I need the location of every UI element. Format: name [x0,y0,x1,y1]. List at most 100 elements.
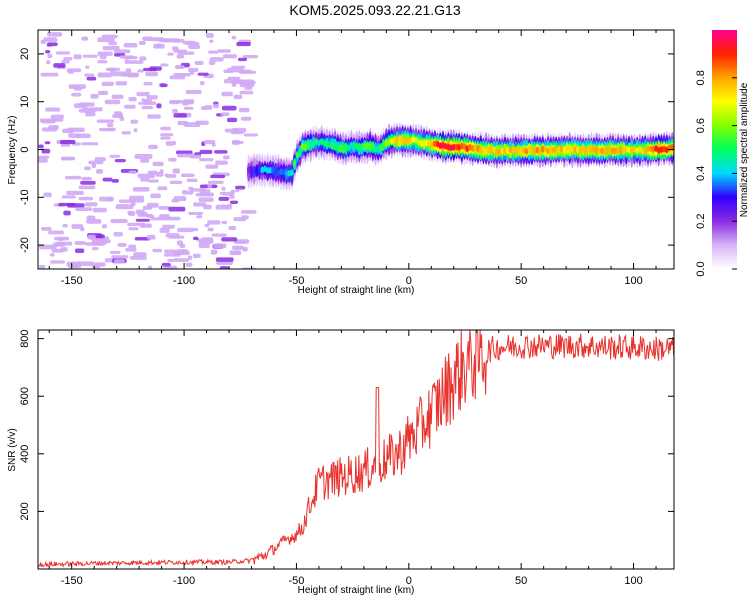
spectrogram-noise-cell [188,186,194,190]
spectrogram-ridge-cell [624,145,629,153]
spectrogram-noise-cell [189,154,202,159]
spectrogram-ridge-cell [403,138,408,145]
spectrogram-noise-cell [78,185,96,190]
spectrogram-ridge-cell [651,145,656,153]
snr-x-axis: -150 -100 -50 0 50 100 [48,330,657,587]
spectrogram-noise-cell [239,82,255,88]
spectrogram-noise-cell [140,177,150,182]
colorbar-tick-label: 0.0 [695,261,707,276]
spectrogram-ridge-cell [570,146,575,153]
spectrogram-ridge-cell [532,148,537,155]
spectrogram-noise-cell [88,160,104,165]
spectrogram-noise-cell [38,144,44,149]
spectrogram-noise-cell [186,178,198,183]
spectrogram-noise-cell [221,105,237,111]
spectrogram-noise-cell [94,157,106,162]
spectrogram-noise-cell [188,211,204,215]
spectrogram-ridge-cell [640,147,645,155]
snr-x-tick-label: 50 [515,575,527,587]
spectrogram-noise-cell [102,46,120,51]
spectrogram-ridge-cell [449,144,453,152]
spectrogram-ridge-cell [497,148,502,156]
spectrogram-ridge-cell [303,143,308,151]
spectrogram-noise-cell [116,112,124,118]
spectrogram-ridge-cell [567,145,572,153]
snr-x-axis-label: Height of straight line (km) [298,585,415,596]
spectrogram-ridge-cell [252,168,256,175]
spectrogram-ridge-cell [638,145,642,153]
spectrogram-noise-cell [236,41,251,47]
spectrogram-ridge-cell [489,146,494,154]
spectrogram-ridge-cell [573,146,577,154]
spectrogram-ridge-cell [559,145,564,153]
spectrogram-noise-cell [49,253,55,257]
spectrogram-ridge-cell [330,142,335,150]
spectrogram-y-axis: -20 -10 0 10 20 [19,48,674,253]
spectrogram-noise-cell [86,76,97,81]
spectrogram-noise-cell [53,118,64,122]
spectrogram-ridge-cell [427,140,432,147]
spectrogram-noise-cell [223,78,239,84]
spectrogram-noise-cell [139,56,147,61]
spectrogram-noise-cell [176,54,185,59]
spectrogram-ridge-cell [322,139,327,147]
spectrogram-ridge-cell [508,146,513,154]
snr-x-tick-label: 100 [624,575,642,587]
spectrogram-ridge-cell [470,144,475,152]
spectrogram-noise-cell [207,180,224,184]
spectrogram-ridge-cell [249,167,254,175]
spectrogram-noise-cell [101,81,114,87]
colorbar-label: Normalized spectral amplitude [739,82,750,217]
spectrogram-noise-cell [185,89,202,94]
spectrogram-ridge-cell [662,145,666,153]
spectrogram-noise-cell [240,116,252,121]
spectrogram-noise-cell [205,164,219,169]
spectrogram-ridge-cell [392,137,397,144]
spectrogram-noise-cell [229,200,239,204]
spectrogram-noise-cell [145,71,158,77]
spectrogram-noise-cell [128,244,137,249]
spectrogram-noise-cell [156,103,162,109]
spectrogram-noise-cell [147,234,156,240]
spectrogram-ridge-cell [284,170,289,178]
spectrogram-noise-cell [235,185,246,190]
spectrogram-noise-cell [43,192,52,198]
spectrogram-noise-cell [150,193,161,199]
spectrogram-ridge-cell [592,145,596,153]
spectrogram-ridge-cell [530,146,534,154]
spectrogram-ridge-cell [335,144,340,152]
spectrogram-noise-cell [59,140,76,145]
spectrogram-noise-cell [193,236,199,241]
spectrogram-noise-cell [38,244,57,250]
spectrogram-noise-cell [199,158,214,162]
spectrogram-noise-cell [101,34,118,39]
spectrogram-noise-cell [86,215,96,220]
colorbar-tick-label: 0.6 [695,118,707,133]
spectrogram-ridge-cell [505,147,510,154]
spectrogram-ridge-cell [414,136,418,144]
spectrogram-ridge-cell [406,137,410,145]
spectrogram-noise-cell [75,207,93,212]
spectrogram-ridge-cell [646,145,650,153]
spectrogram-noise-cell [186,41,200,46]
spectrogram-ridge-cell [468,143,472,151]
spectrogram-noise-cell [85,111,96,117]
spectrogram-noise-cell [148,144,158,150]
spectrogram-noise-cell [168,206,186,212]
spectrogram-ridge-cell [578,147,583,155]
spectrogram-x-axis-label: Height of straight line (km) [298,285,415,296]
spectrogram-ridge-cell [311,141,316,148]
spectrogram-noise-cell [48,230,65,235]
spectrogram-noise-cell [132,187,150,192]
spectrogram-noise-cell [199,81,205,86]
spectrogram-noise-cell [217,49,231,53]
spectrogram-noise-cell [190,227,199,232]
spectrogram-noise-cell [207,227,214,232]
spectrogram-noise-cell [63,57,73,61]
spectrogram-noise-cell [165,141,175,146]
spectrogram-ridge-cell [522,146,526,154]
spectrogram-noise-cell [221,220,228,225]
spectrogram-noise-cell [127,72,139,78]
spectrogram-noise-cell [171,199,180,203]
spectrogram-ridge-cell [368,143,372,150]
